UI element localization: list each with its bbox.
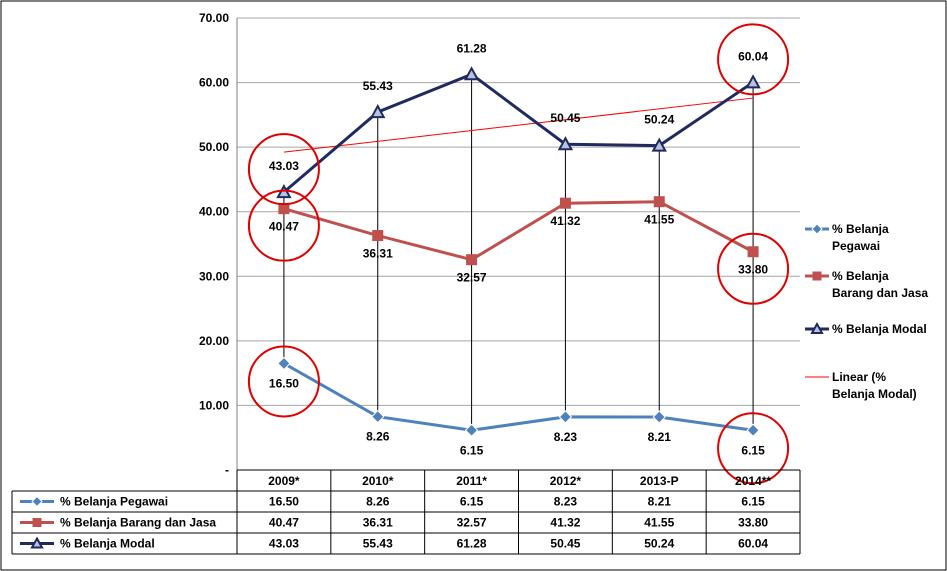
data-label: 8.23 bbox=[554, 430, 578, 444]
category-label: 2010* bbox=[362, 474, 394, 488]
marker-square bbox=[654, 196, 665, 207]
data-label: 6.15 bbox=[460, 443, 484, 457]
y-tick-label: 70.00 bbox=[199, 11, 229, 25]
table-cell: 41.55 bbox=[644, 516, 674, 530]
data-label: 50.24 bbox=[644, 113, 674, 127]
y-tick-label: 20.00 bbox=[199, 334, 229, 348]
legend-label: % Belanja Modal bbox=[832, 322, 927, 336]
marker-square bbox=[560, 198, 571, 209]
data-label: 40.47 bbox=[269, 220, 299, 234]
legend-label: Pegawai bbox=[832, 239, 880, 253]
category-label: 2013-P bbox=[640, 474, 679, 488]
table-cell: 16.50 bbox=[269, 495, 299, 509]
table-cell: 8.26 bbox=[366, 495, 390, 509]
table-cell: 6.15 bbox=[460, 495, 484, 509]
marker-square bbox=[748, 246, 759, 257]
marker-square bbox=[33, 518, 42, 527]
data-label: 41.32 bbox=[550, 214, 580, 228]
data-label: 16.50 bbox=[269, 376, 299, 390]
legend-label: % Belanja bbox=[832, 222, 889, 236]
marker-square bbox=[372, 230, 383, 241]
marker-square bbox=[466, 254, 477, 265]
table-series-name: % Belanja Pegawai bbox=[60, 495, 168, 509]
category-label: 2012* bbox=[550, 474, 582, 488]
data-label: 41.55 bbox=[644, 213, 674, 227]
table-cell: 8.21 bbox=[648, 495, 672, 509]
data-label: 43.03 bbox=[269, 159, 299, 173]
category-label: 2014** bbox=[735, 474, 771, 488]
data-label: 36.31 bbox=[363, 247, 393, 261]
legend-label: Barang dan Jasa bbox=[832, 286, 928, 300]
legend-label: Belanja Modal) bbox=[832, 387, 917, 401]
table-cell: 32.57 bbox=[457, 516, 487, 530]
table-cell: 8.23 bbox=[554, 495, 578, 509]
table-series-name: % Belanja Modal bbox=[60, 537, 155, 551]
marker-square bbox=[813, 272, 822, 281]
table-cell: 40.47 bbox=[269, 516, 299, 530]
data-label: 50.45 bbox=[550, 111, 580, 125]
category-label: 2011* bbox=[456, 474, 487, 488]
data-label: 61.28 bbox=[457, 41, 487, 55]
category-label: 2009* bbox=[268, 474, 300, 488]
data-label: 32.57 bbox=[457, 271, 487, 285]
y-tick-label: 60.00 bbox=[199, 76, 229, 90]
table-cell: 6.15 bbox=[741, 495, 765, 509]
legend-label: % Belanja bbox=[832, 269, 889, 283]
table-cell: 61.28 bbox=[457, 537, 487, 551]
y-tick-label: 30.00 bbox=[199, 269, 229, 283]
data-label: 33.80 bbox=[738, 263, 768, 277]
data-label: 55.43 bbox=[363, 79, 393, 93]
data-label: 8.21 bbox=[648, 430, 672, 444]
table-cell: 36.31 bbox=[363, 516, 393, 530]
table-cell: 43.03 bbox=[269, 537, 299, 551]
y-tick-label: - bbox=[225, 463, 229, 477]
y-tick-label: 40.00 bbox=[199, 205, 229, 219]
table-cell: 41.32 bbox=[550, 516, 580, 530]
y-tick-label: 10.00 bbox=[199, 398, 229, 412]
y-tick-label: 50.00 bbox=[199, 140, 229, 154]
table-series-name: % Belanja Barang dan Jasa bbox=[60, 516, 216, 530]
table-cell: 50.24 bbox=[644, 537, 674, 551]
legend-label: Linear (% bbox=[832, 370, 886, 384]
table-cell: 55.43 bbox=[363, 537, 393, 551]
table-cell: 33.80 bbox=[738, 516, 768, 530]
table-cell: 60.04 bbox=[738, 537, 768, 551]
data-label: 60.04 bbox=[738, 49, 768, 63]
data-label: 8.26 bbox=[366, 430, 390, 444]
data-label: 6.15 bbox=[741, 443, 765, 457]
table-cell: 50.45 bbox=[550, 537, 580, 551]
